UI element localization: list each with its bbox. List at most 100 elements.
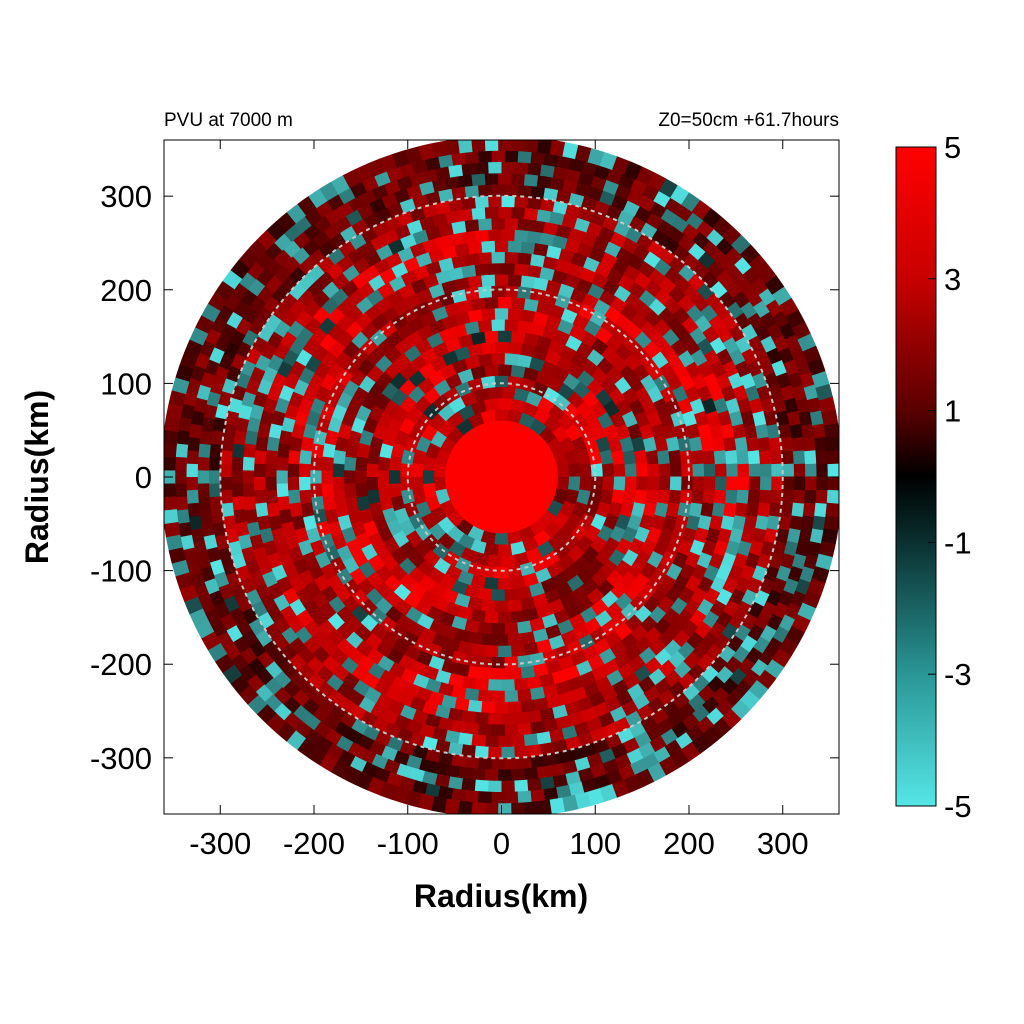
field-cell <box>692 462 707 477</box>
field-cell <box>466 342 483 358</box>
field-cell <box>517 722 533 738</box>
field-cell <box>310 629 331 650</box>
field-cell <box>682 282 703 303</box>
field-cell <box>570 349 589 369</box>
field-cell <box>692 476 707 491</box>
field-cell <box>546 375 565 393</box>
field-cell <box>656 449 672 465</box>
field-cell <box>501 679 516 693</box>
field-cell <box>658 659 679 679</box>
x-tick-label: 300 <box>757 826 809 861</box>
field-cell <box>669 462 684 477</box>
field-cell <box>500 386 516 400</box>
field-cell <box>529 251 546 268</box>
field-cell <box>230 674 251 695</box>
field-cell <box>579 476 593 492</box>
field-cell <box>463 216 480 233</box>
field-cell <box>460 262 477 279</box>
field-cell <box>206 456 221 472</box>
field-cell <box>523 642 540 658</box>
field-cell <box>215 653 235 674</box>
field-cell <box>510 295 526 310</box>
field-cell <box>725 489 740 505</box>
field-cell <box>491 758 506 773</box>
field-cell <box>487 227 502 242</box>
field-cell <box>262 463 277 478</box>
field-cell <box>487 780 503 796</box>
field-cell <box>404 146 422 165</box>
field-cell <box>410 477 424 492</box>
field-cell <box>427 567 446 586</box>
field-cell <box>494 306 509 320</box>
field-cell <box>823 422 839 439</box>
field-cell <box>410 462 424 478</box>
field-cell <box>504 147 519 163</box>
field-cell <box>552 393 572 412</box>
field-cell <box>353 456 368 472</box>
field-cell <box>183 489 199 505</box>
field-cell <box>473 227 489 243</box>
field-cell <box>523 140 539 153</box>
field-cell <box>376 456 391 472</box>
field-cell <box>305 656 325 677</box>
field-cell <box>529 617 546 634</box>
field-cell <box>516 585 533 601</box>
field-cell <box>825 436 839 452</box>
field-cell <box>463 354 480 370</box>
field-cell <box>164 416 181 433</box>
field-cell <box>333 436 349 453</box>
field-cell <box>484 204 499 219</box>
field-cell <box>504 656 520 671</box>
field-cell <box>189 327 209 346</box>
field-cell <box>647 171 667 192</box>
field-cell <box>463 319 480 335</box>
field-cell <box>681 462 695 477</box>
field-cell <box>319 279 340 299</box>
field-cell <box>480 306 496 321</box>
field-cell <box>463 285 480 301</box>
field-cell <box>747 449 763 465</box>
field-cell <box>601 462 616 477</box>
field-cell <box>497 397 513 411</box>
field-cell <box>183 450 199 465</box>
field-cell <box>411 448 427 466</box>
field-cell <box>472 387 490 403</box>
field-cell <box>781 449 797 465</box>
field-cell <box>494 272 509 286</box>
field-cell <box>164 443 177 459</box>
field-cell <box>240 443 257 459</box>
field-cell <box>504 317 519 332</box>
field-cell <box>434 449 451 466</box>
field-cell <box>457 140 473 154</box>
field-cell <box>184 596 204 615</box>
field-cell <box>413 412 432 431</box>
field-cell <box>264 502 280 519</box>
field-cell <box>654 435 670 452</box>
field-cell <box>490 215 505 230</box>
field-cell <box>549 140 566 157</box>
colorbar-tick-label: -5 <box>944 789 972 824</box>
field-cell <box>228 456 244 472</box>
field-cell <box>481 701 496 716</box>
field-cell <box>510 575 527 591</box>
colorbar-tick-label: 1 <box>944 394 961 429</box>
field-cell <box>672 304 693 325</box>
field-cell <box>491 690 506 705</box>
field-cell <box>251 489 267 505</box>
field-cell <box>567 462 582 477</box>
field-cell <box>343 443 359 459</box>
field-cell <box>501 746 516 762</box>
field-cell <box>497 329 512 343</box>
field-cell <box>536 799 553 814</box>
field-cell <box>480 599 496 614</box>
colorbar-tick-label: -1 <box>944 525 972 560</box>
field-cell <box>251 477 266 492</box>
field-cell <box>504 622 520 637</box>
field-cell <box>514 677 530 693</box>
field-cell <box>497 140 512 151</box>
field-cell <box>740 689 761 710</box>
field-cell <box>513 551 531 567</box>
field-cell <box>477 587 493 602</box>
field-cell <box>471 801 486 814</box>
colorbar-tick-label: 3 <box>944 262 961 297</box>
